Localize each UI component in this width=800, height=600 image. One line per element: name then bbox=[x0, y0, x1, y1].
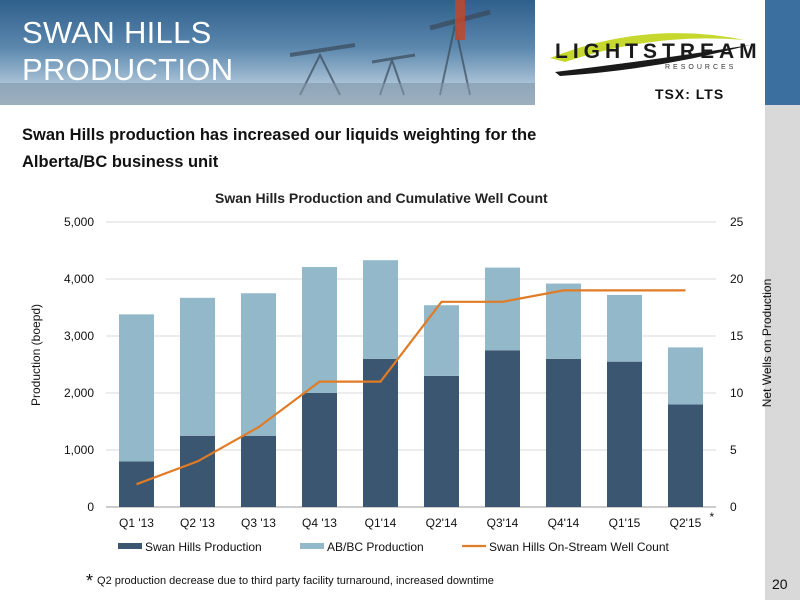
bar-swan-hills bbox=[424, 375, 459, 507]
accent-strip-side bbox=[765, 105, 800, 600]
x-tick-label: Q2 '13 bbox=[180, 516, 215, 530]
x-tick-label: Q3'14 bbox=[487, 516, 519, 530]
y2-tick-label: 5 bbox=[730, 443, 737, 457]
production-chart: 0 1,000 2,000 3,000 4,000 5,000 0 5 10 15 20 25 Q1… bbox=[29, 215, 774, 554]
y-tick-label: 1,000 bbox=[64, 443, 94, 457]
logo-wordmark: LIGHTSTREAM bbox=[555, 40, 762, 63]
bar-abbc bbox=[363, 260, 398, 359]
bar-swan-hills bbox=[485, 350, 520, 507]
x-tick-label: Q4 '13 bbox=[302, 516, 337, 530]
x-tick-label: Q2'14 bbox=[426, 516, 458, 530]
y2-tick-label: 15 bbox=[730, 329, 744, 343]
pumpjack-illustration bbox=[0, 0, 535, 105]
footnote-text: Q2 production decrease due to third part… bbox=[97, 575, 494, 587]
bar-abbc bbox=[302, 267, 337, 393]
chart-legend: Swan Hills Production AB/BC Production Swa… bbox=[118, 540, 670, 554]
ticker-symbol: TSX: LTS bbox=[655, 86, 725, 102]
y2-tick-label: 20 bbox=[730, 272, 744, 286]
footnote: * Q2 production decrease due to third par… bbox=[86, 571, 494, 592]
legend-swatch bbox=[118, 543, 142, 549]
bar-abbc bbox=[241, 293, 276, 436]
y2-axis-label: Net Wells on Production bbox=[760, 279, 774, 408]
well-count-polyline bbox=[136, 289, 686, 486]
logo-swoosh-icon bbox=[550, 33, 750, 76]
y-axis-label: Production (boepd) bbox=[29, 304, 43, 406]
accent-strip-top bbox=[765, 0, 800, 105]
y-tick-label: 4,000 bbox=[64, 272, 94, 286]
logo-area bbox=[535, 0, 765, 105]
y2-tick-label: 10 bbox=[730, 386, 744, 400]
footnote-star: * bbox=[86, 571, 94, 591]
bar-abbc bbox=[607, 294, 642, 362]
chart-bars bbox=[119, 260, 703, 507]
x-tick-label: Q2'15 bbox=[670, 516, 702, 530]
slide-subtitle: Swan Hills production has increased our … bbox=[22, 126, 537, 171]
bar-swan-hills bbox=[607, 361, 642, 507]
x-tick-label: Q3 '13 bbox=[241, 516, 276, 530]
y-tick-label: 2,000 bbox=[64, 386, 94, 400]
title-line-1: SWAN HILLS bbox=[22, 15, 212, 50]
y-tick-label: 5,000 bbox=[64, 215, 94, 229]
page-number: 20 bbox=[772, 576, 788, 592]
bar-swan-hills bbox=[546, 358, 581, 507]
y-tick-label: 3,000 bbox=[64, 329, 94, 343]
bar-swan-hills bbox=[241, 435, 276, 507]
well-count-line bbox=[136, 289, 686, 486]
title-line-2: PRODUCTION bbox=[22, 52, 234, 87]
x-tick-label: Q1'14 bbox=[365, 516, 397, 530]
y2-tick-label: 0 bbox=[730, 500, 737, 514]
bar-abbc bbox=[546, 283, 581, 359]
y2-tick-label: 25 bbox=[730, 215, 744, 229]
bar-swan-hills bbox=[302, 393, 337, 507]
bar-swan-hills bbox=[180, 435, 215, 507]
bar-abbc bbox=[668, 347, 703, 405]
x-tick-label: Q4'14 bbox=[548, 516, 580, 530]
banner-image: SWAN HILLS PRODUCTION bbox=[0, 0, 535, 105]
x-axis-ticks: Q1 '13 Q2 '13 Q3 '13 Q4 '13 Q1'14 Q2'14 Q3'14 Q… bbox=[119, 510, 714, 530]
legend-label: AB/BC Production bbox=[327, 540, 424, 554]
bar-swan-hills bbox=[668, 404, 703, 507]
x-tick-label: Q1'15 bbox=[609, 516, 641, 530]
legend-label: Swan Hills Production bbox=[145, 540, 262, 554]
x-tick-label: Q1 '13 bbox=[119, 516, 154, 530]
page-title: SWAN HILLS PRODUCTION bbox=[22, 14, 233, 88]
chart-title: Swan Hills Production and Cumulative Wel… bbox=[215, 190, 548, 206]
logo-subtext: RESOURCES bbox=[665, 64, 737, 71]
bar-abbc bbox=[180, 297, 215, 436]
header: SWAN HILLS PRODUCTION LIGHTSTREAM RESOUR… bbox=[0, 0, 800, 105]
legend-swatch bbox=[300, 543, 324, 549]
y-tick-label: 0 bbox=[87, 500, 94, 514]
bar-abbc bbox=[424, 305, 459, 376]
y-axis-ticks: 0 1,000 2,000 3,000 4,000 5,000 bbox=[64, 215, 94, 514]
bar-swan-hills bbox=[363, 358, 398, 507]
x-tick-note: * bbox=[710, 510, 715, 524]
y2-axis-ticks: 0 5 10 15 20 25 bbox=[730, 215, 744, 514]
bar-abbc bbox=[485, 267, 520, 351]
bar-abbc bbox=[119, 314, 154, 462]
legend-label: Swan Hills On-Stream Well Count bbox=[489, 540, 670, 554]
